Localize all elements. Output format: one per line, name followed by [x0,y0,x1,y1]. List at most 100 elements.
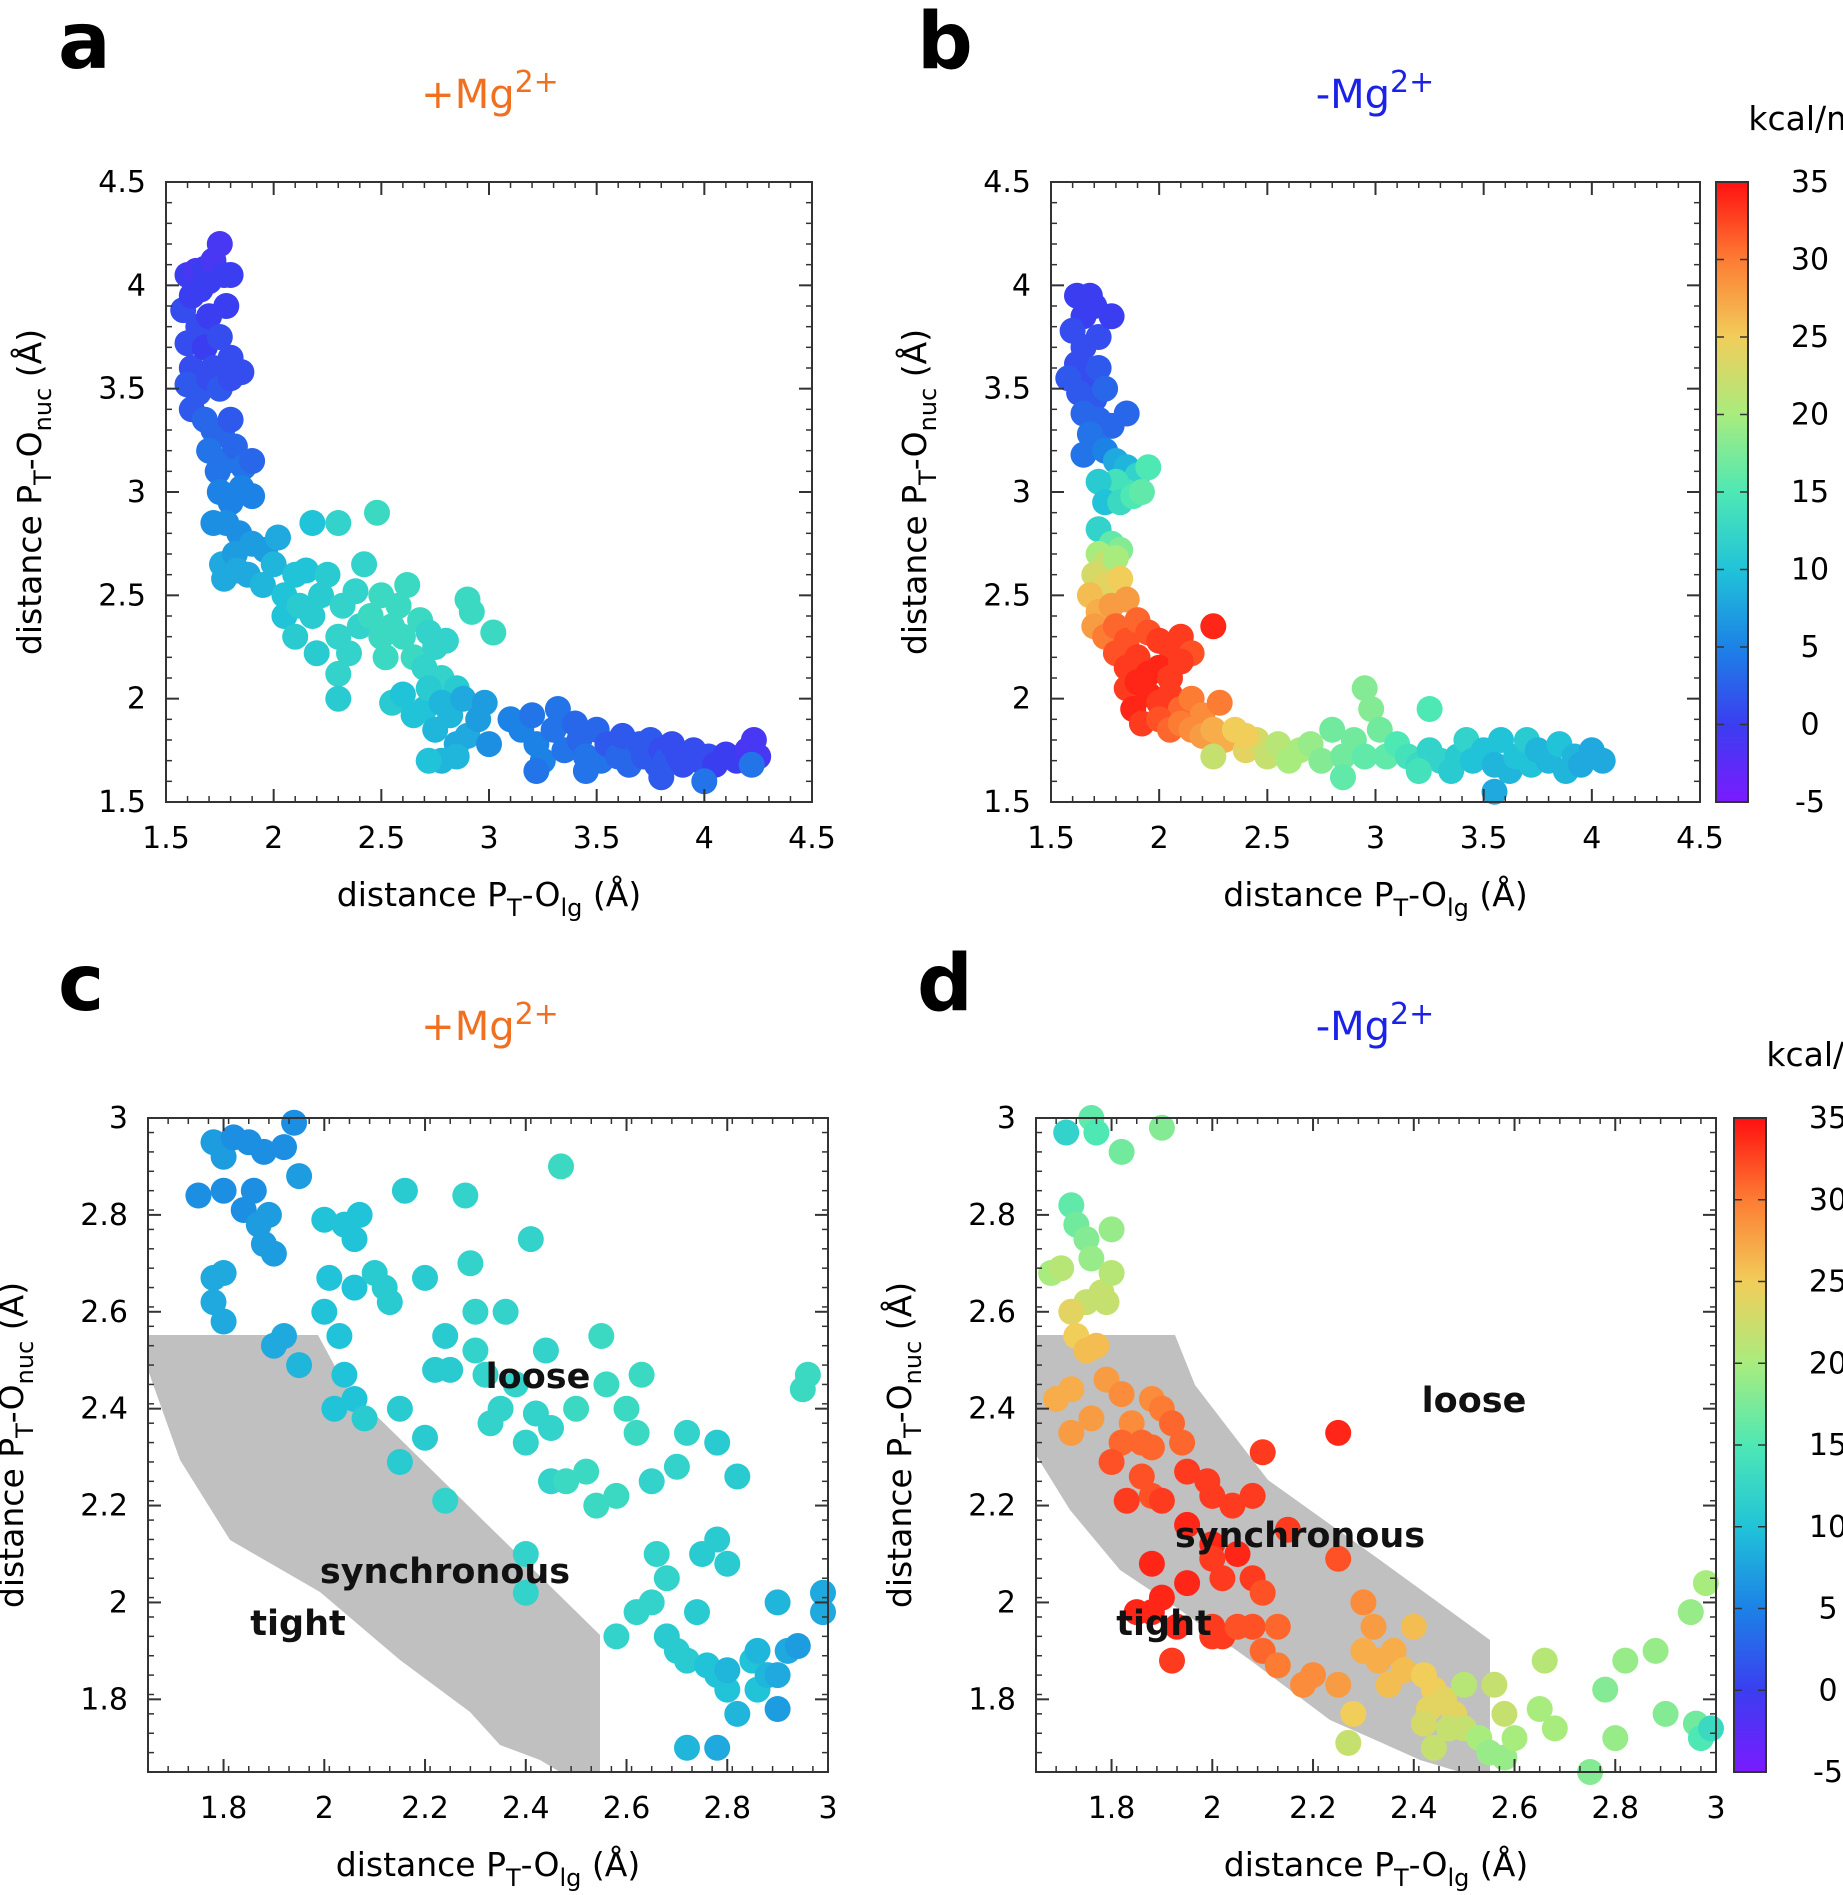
data-point [1113,586,1140,613]
data-point [1200,743,1227,770]
data-point [239,448,266,474]
y-tick-label: 2 [109,1585,128,1620]
title-superscript: 2+ [1390,997,1434,1032]
data-point [336,640,362,667]
data-point [437,1356,464,1383]
x-label-sub: T [506,894,522,922]
data-point [603,1482,630,1509]
x-tick-label: 2.8 [703,1791,751,1826]
data-point [1451,1671,1478,1698]
data-point [1167,648,1194,675]
data-point [250,1138,277,1165]
data-point [316,1264,343,1291]
y-label-part: distance P [895,485,934,655]
data-point [217,406,244,433]
y-tick-label: 2.8 [968,1198,1016,1233]
data-point [1481,778,1508,805]
data-point [1148,1114,1175,1141]
data-point [1058,1298,1085,1325]
x-label-sub: T [1393,1864,1409,1892]
x-tick-label: 3 [479,821,498,856]
data-point [389,623,416,650]
data-point [260,551,287,578]
data-point [1350,1589,1377,1616]
data-point [1589,747,1616,774]
data-point [487,1395,514,1422]
y-label-part: distance P [10,485,49,655]
data-point [593,1371,620,1398]
x-label-part: -O [1408,875,1447,914]
x-axis-label: distance PT-Olg (Å) [336,1844,640,1892]
data-point [249,572,276,598]
y-tick-label: 3 [109,1101,128,1136]
data-point [271,1323,297,1349]
data-point [532,1337,559,1364]
data-point [613,1395,640,1422]
data-point [724,1700,751,1727]
data-point [810,1599,836,1626]
data-point [1405,758,1432,784]
data-point [523,758,550,784]
y-tick-label: 2.2 [968,1489,1016,1524]
data-point [281,1109,308,1136]
colorbar-tick-label: 30 [1809,1183,1843,1218]
data-point [1169,1429,1196,1456]
data-point [1319,716,1346,743]
y-tick-label: 2 [1012,682,1031,717]
x-tick-label: 2 [315,1791,334,1826]
data-point [471,689,498,716]
data-point [210,1177,237,1204]
data-point [185,1182,212,1209]
colorbar-tick-label: 30 [1791,243,1829,278]
data-point [744,1637,771,1664]
data-point [210,1143,237,1170]
data-point [1206,689,1233,716]
y-tick-label: 2.5 [98,578,146,613]
colorbar-tick-label: 25 [1791,320,1829,355]
data-point [1200,613,1227,640]
data-point [1108,1381,1135,1408]
data-point [1219,1492,1246,1519]
data-point [1366,716,1393,743]
title-main: -Mg [1316,72,1390,118]
data-point [1340,1700,1367,1727]
plot-frame [1035,1117,1717,1773]
y-label-sub: nuc [914,388,942,432]
data-point [325,510,352,536]
x-label-sub: T [505,1864,521,1892]
data-point [385,592,412,619]
data-point [1128,1463,1155,1490]
data-point [1083,1332,1110,1359]
data-point [452,1182,479,1209]
data-point [432,1323,459,1349]
data-point [1420,1734,1447,1761]
data-point [1083,1119,1110,1146]
data-point [1138,1550,1165,1577]
data-point [213,293,240,319]
data-point [1264,1652,1291,1679]
data-point [724,1463,751,1490]
data-point [412,1424,438,1451]
data-point [1531,1647,1558,1674]
data-point [1308,747,1335,774]
data-point [1085,324,1112,350]
data-point [462,1298,489,1325]
data-point [303,640,330,667]
data-point [260,1240,287,1267]
title-main: -Mg [1316,1004,1390,1050]
data-point [1164,1613,1190,1640]
data-point [308,582,334,609]
x-label-part: distance P [336,1845,506,1884]
region-label-loose: loose [1422,1381,1527,1421]
colorbar-tick-label: -5 [1813,1755,1843,1790]
data-point [1058,1419,1085,1446]
y-label-sub: T [914,470,942,486]
x-tick-label: 3.5 [573,821,621,856]
data-point [311,1206,338,1233]
y-axis-label: distance PT-Onuc (Å) [894,329,942,655]
y-tick-label: 3 [127,475,146,510]
colorbar-tick-label: 0 [1818,1673,1837,1708]
x-label-part: (Å) [1469,874,1528,914]
data-point [1652,1700,1679,1727]
data-point [1360,1613,1387,1640]
